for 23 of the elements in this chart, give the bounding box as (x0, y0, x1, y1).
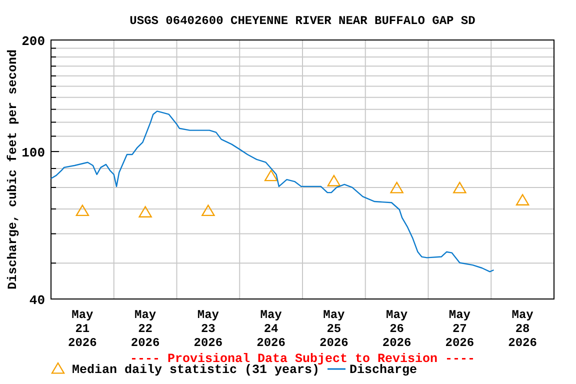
x-tick-label: May 24 2026 (256, 308, 286, 350)
y-tick-label: 100 (22, 146, 46, 161)
y-axis-title: Discharge, cubic feet per second (6, 49, 20, 290)
chart-title: USGS 06402600 CHEYENNE RIVER NEAR BUFFALO GAP SD (130, 14, 476, 28)
x-tick-label: May 25 2026 (320, 308, 348, 350)
y-tick-label: 40 (29, 293, 46, 308)
point (516, 194, 530, 206)
point (202, 204, 215, 216)
point (390, 182, 404, 194)
y-tick-label: 200 (22, 34, 46, 49)
x-tick-label: May 23 2026 (194, 308, 223, 350)
point (76, 204, 90, 216)
point (453, 182, 466, 194)
point (327, 174, 341, 186)
x-tick-label: May 28 2026 (508, 308, 537, 350)
x-tick-label: May 26 2026 (382, 308, 412, 350)
x-tick-label: May 27 2026 (445, 308, 474, 350)
x-tick-label: May 22 2026 (130, 308, 160, 350)
x-tick-label: May 21 2026 (68, 308, 97, 350)
point (138, 206, 152, 218)
line-series (50, 110, 494, 272)
point (264, 170, 278, 182)
legend-label: Discharge (350, 363, 418, 377)
